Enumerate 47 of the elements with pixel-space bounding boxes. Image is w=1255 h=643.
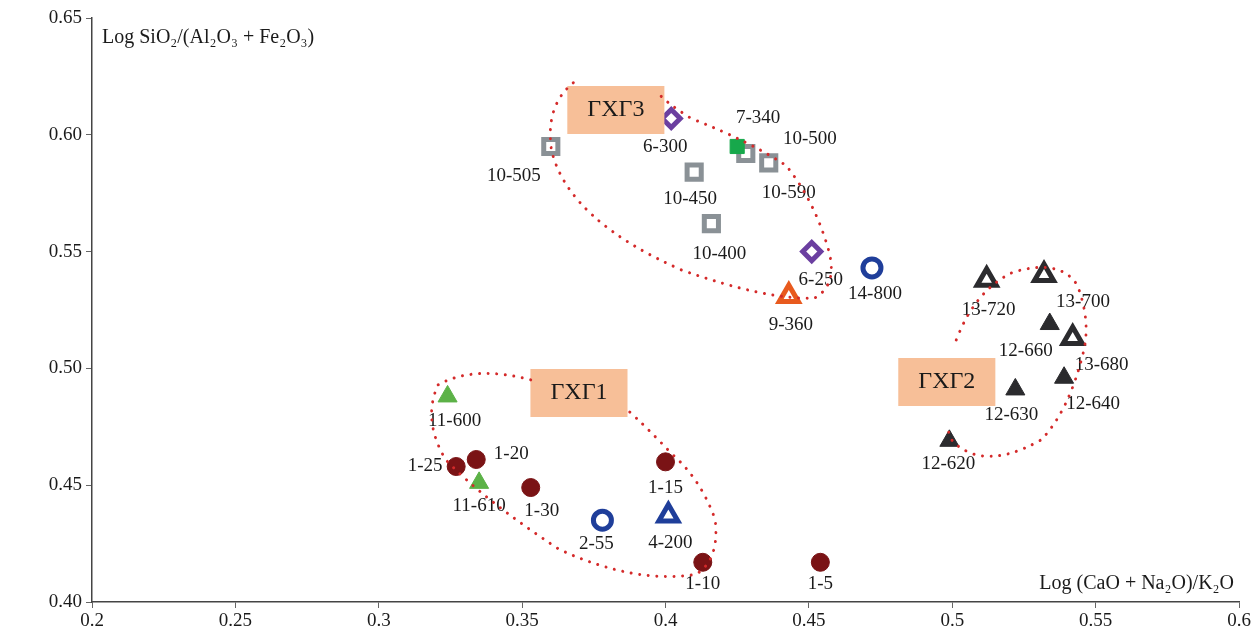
x-tick-label: 0.45 <box>792 609 826 631</box>
data-label: 6-300 <box>643 135 688 157</box>
y-tick-label: 0.50 <box>48 356 82 378</box>
data-label: 11-600 <box>428 409 482 431</box>
data-label: 10-590 <box>761 180 816 202</box>
y-tick-label: 0.60 <box>48 122 82 144</box>
data-label: 12-630 <box>984 403 1039 425</box>
y-tick-label: 0.65 <box>48 5 82 27</box>
x-tick-label: 0.3 <box>366 609 391 631</box>
x-tick-label: 0.35 <box>505 609 539 631</box>
y-tick-label: 0.40 <box>48 589 82 611</box>
data-label: 13-700 <box>1056 289 1110 311</box>
annotation: ГХГ1 <box>550 378 608 405</box>
x-tick-label: 0.55 <box>1079 609 1113 631</box>
data-label: 12-660 <box>998 339 1053 360</box>
x-tick-label: 0.5 <box>940 609 965 631</box>
x-tick-label: 0.4 <box>653 609 678 631</box>
data-label: 13-720 <box>961 297 1016 319</box>
data-label: 1-25 <box>407 454 443 476</box>
data-label: 1-20 <box>493 442 529 464</box>
y-axis-title: Log SiO₂/(Al₂O₃ + Fe₂O₃) <box>102 25 315 49</box>
y-tick-label: 0.45 <box>48 473 82 495</box>
data-label: 10-505 <box>486 164 541 186</box>
data-label: 11-610 <box>452 493 506 515</box>
y-tick-label: 0.55 <box>48 239 82 261</box>
data-label: 9-360 <box>768 312 813 334</box>
data-label: 14-800 <box>848 281 902 303</box>
data-label: 13-680 <box>1074 353 1129 375</box>
data-label: 4-200 <box>648 530 693 552</box>
data-label: 7-340 <box>736 106 781 128</box>
data-label: 1-30 <box>524 498 560 520</box>
data-label: 6-250 <box>798 267 843 289</box>
x-tick-label: 0.6 <box>1227 609 1251 631</box>
x-tick-label: 0.2 <box>80 609 104 631</box>
data-label: 1-10 <box>685 572 721 594</box>
data-label: 12-640 <box>1066 391 1120 413</box>
data-label: 2-55 <box>579 532 614 554</box>
annotation: ГХГ3 <box>587 95 645 122</box>
data-label: 1-5 <box>807 572 834 594</box>
data-label: 12-620 <box>921 451 976 473</box>
data-label: 10-400 <box>692 241 747 263</box>
x-tick-label: 0.25 <box>218 609 252 631</box>
data-label: 1-15 <box>648 475 683 497</box>
data-label: 10-450 <box>663 187 718 209</box>
annotation: ГХГ2 <box>918 367 976 394</box>
x-axis-title: Log (CaO + Na₂O)/K₂O <box>1039 571 1234 595</box>
data-label: 10-500 <box>782 127 837 149</box>
